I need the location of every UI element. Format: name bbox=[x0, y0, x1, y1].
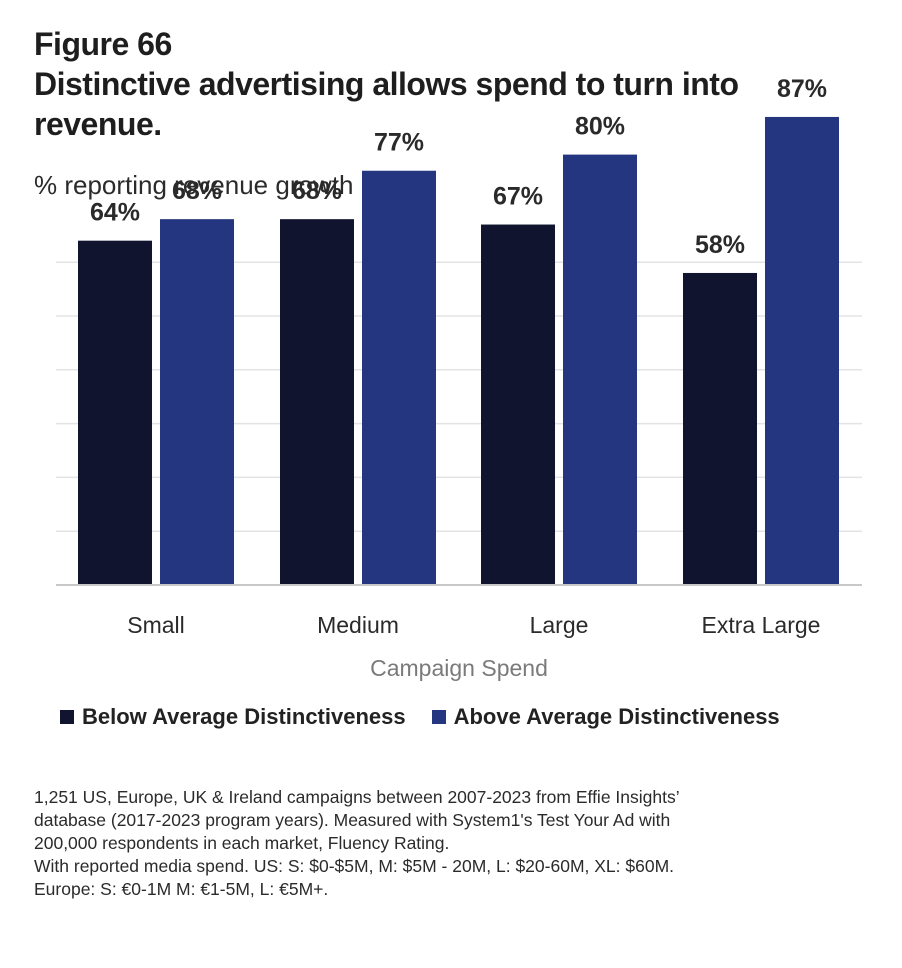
legend-label-below: Below Average Distinctiveness bbox=[82, 704, 406, 729]
data-label: 77% bbox=[374, 129, 424, 157]
data-label: 58% bbox=[695, 231, 745, 259]
x-tick-label: Extra Large bbox=[702, 612, 821, 638]
legend-swatch-above bbox=[431, 710, 446, 724]
x-tick-label: Medium bbox=[317, 612, 399, 638]
data-label: 64% bbox=[90, 199, 140, 227]
data-label: 80% bbox=[575, 113, 625, 141]
data-label: 68% bbox=[172, 177, 222, 205]
chart-legend: Below Average Distinctiveness Above Aver… bbox=[60, 704, 806, 730]
legend-label-above: Above Average Distinctiveness bbox=[453, 704, 780, 729]
x-tick-label: Small bbox=[127, 612, 185, 638]
bar-above bbox=[362, 170, 436, 586]
bar-chart: 64% 68% Small 68% 77% Medium 67% 80% Large 58% 87%… bbox=[56, 75, 862, 681]
footnote-line: 1,251 US, Europe, UK & Ireland campaigns… bbox=[34, 787, 680, 807]
x-tick-label: Large bbox=[530, 612, 589, 638]
data-label: 68% bbox=[292, 177, 342, 205]
footnote: 1,251 US, Europe, UK & Ireland campaigns… bbox=[34, 786, 884, 901]
chart-title: Distinctive advertising allows spend to … bbox=[34, 66, 739, 142]
legend-item-above: Above Average Distinctiveness bbox=[431, 704, 780, 730]
bar-below bbox=[683, 272, 757, 585]
footnote-line: With reported media spend. US: S: $0-$5M… bbox=[34, 856, 675, 876]
footnote-line: database (2017-2023 program years). Meas… bbox=[34, 810, 671, 830]
bar-above bbox=[563, 154, 637, 585]
footnote-line: Europe: S: €0-1M M: €1-5M, L: €5M+. bbox=[34, 879, 329, 899]
bar-above bbox=[160, 219, 234, 585]
legend-swatch-below bbox=[60, 710, 74, 724]
data-label: 87% bbox=[777, 75, 827, 103]
chart-subtitle: % reporting revenue growth bbox=[34, 170, 354, 200]
bar-above bbox=[765, 116, 839, 585]
bar-below bbox=[280, 219, 354, 585]
bar-below bbox=[78, 240, 152, 585]
data-label: 67% bbox=[493, 183, 543, 211]
figure-label: Figure 66 bbox=[34, 26, 172, 62]
legend-item-below: Below Average Distinctiveness bbox=[60, 704, 406, 730]
x-axis-title: Campaign Spend bbox=[370, 655, 548, 681]
bar-below bbox=[481, 224, 555, 586]
footnote-line: 200,000 respondents in each market, Flue… bbox=[34, 833, 450, 853]
